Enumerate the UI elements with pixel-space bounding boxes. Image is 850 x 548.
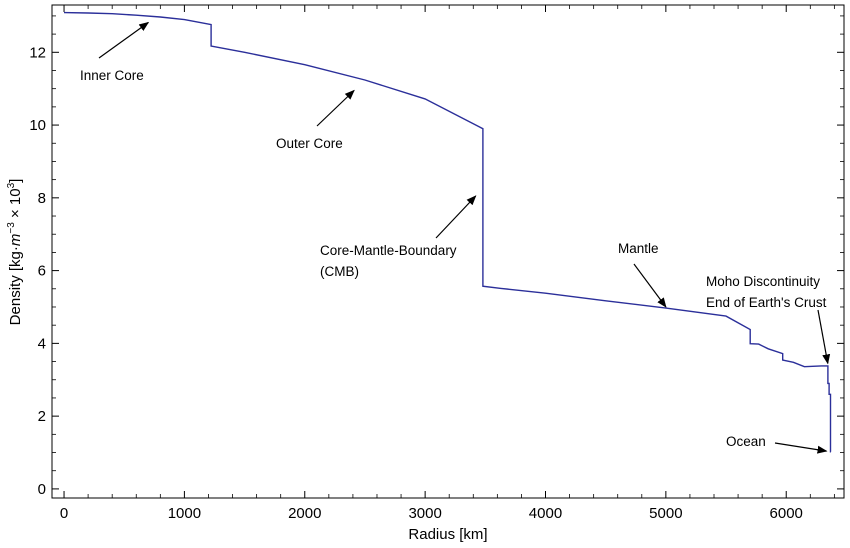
y-tick-label: 0 — [38, 481, 46, 498]
annotation-line: Inner Core — [80, 68, 144, 83]
x-tick-label: 3000 — [408, 505, 441, 522]
y-tick-label: 2 — [38, 408, 46, 425]
y-axis-title-exp-3: 3 — [6, 182, 17, 188]
annotation-line: (CMB) — [320, 264, 359, 279]
x-tick-label: 4000 — [529, 505, 562, 522]
plot-frame — [51, 4, 845, 499]
annotation-line: Ocean — [726, 434, 766, 449]
annotation-ocean: Ocean — [726, 434, 766, 449]
axis-ticks — [52, 5, 844, 498]
annotation-cmb: Core-Mantle-Boundary (CMB) — [320, 243, 457, 279]
y-axis-title-prefix: Density [kg· — [7, 246, 24, 325]
annotation-arrow-moho — [817, 309, 831, 365]
annotation-arrow-outer-core — [316, 89, 355, 127]
annotation-line: Mantle — [618, 241, 659, 256]
x-tick-label: 2000 — [288, 505, 321, 522]
y-axis-title-exp-neg3: −3 — [6, 222, 17, 234]
y-tick-label: 12 — [29, 44, 46, 61]
annotation-arrow-inner-core — [98, 21, 150, 59]
y-tick-label: 6 — [38, 263, 46, 280]
annotation-line: Outer Core — [276, 136, 343, 151]
annotation-line: Core-Mantle-Boundary — [320, 243, 457, 258]
annotation-inner-core: Inner Core — [80, 68, 144, 83]
x-axis-title: Radius [km] — [408, 526, 487, 543]
y-tick-label: 4 — [38, 335, 46, 352]
x-tick-label: 5000 — [649, 505, 682, 522]
annotation-arrow-ocean — [774, 442, 828, 454]
annotation-mantle: Mantle — [618, 241, 659, 256]
tick-labels: 0 1000 2000 3000 4000 5000 6000 0 2 4 6 8 10 12 — [29, 44, 803, 522]
density-series-line — [63, 11, 832, 453]
x-tick-label: 6000 — [770, 505, 803, 522]
y-axis-title-times: × 10 — [7, 188, 24, 222]
annotations: Inner Core Outer Core Core-Mantle-Boundary… — [80, 21, 831, 454]
annotation-moho: Moho Discontinuity End of Earth's Crust — [706, 274, 827, 310]
annotation-line: End of Earth's Crust — [706, 295, 827, 310]
y-axis-title-m: m — [7, 234, 24, 247]
y-tick-label: 10 — [29, 117, 46, 134]
y-axis-title-suffix: ] — [7, 179, 24, 183]
annotation-arrow-cmb — [435, 195, 477, 239]
annotation-arrow-mantle — [633, 263, 667, 308]
annotation-line: Moho Discontinuity — [706, 274, 820, 289]
x-tick-label: 0 — [60, 505, 68, 522]
x-tick-label: 1000 — [168, 505, 201, 522]
annotation-outer-core: Outer Core — [276, 136, 343, 151]
y-tick-label: 8 — [38, 190, 46, 207]
y-axis-title: Density [kg·m−3 × 103] — [6, 179, 24, 326]
